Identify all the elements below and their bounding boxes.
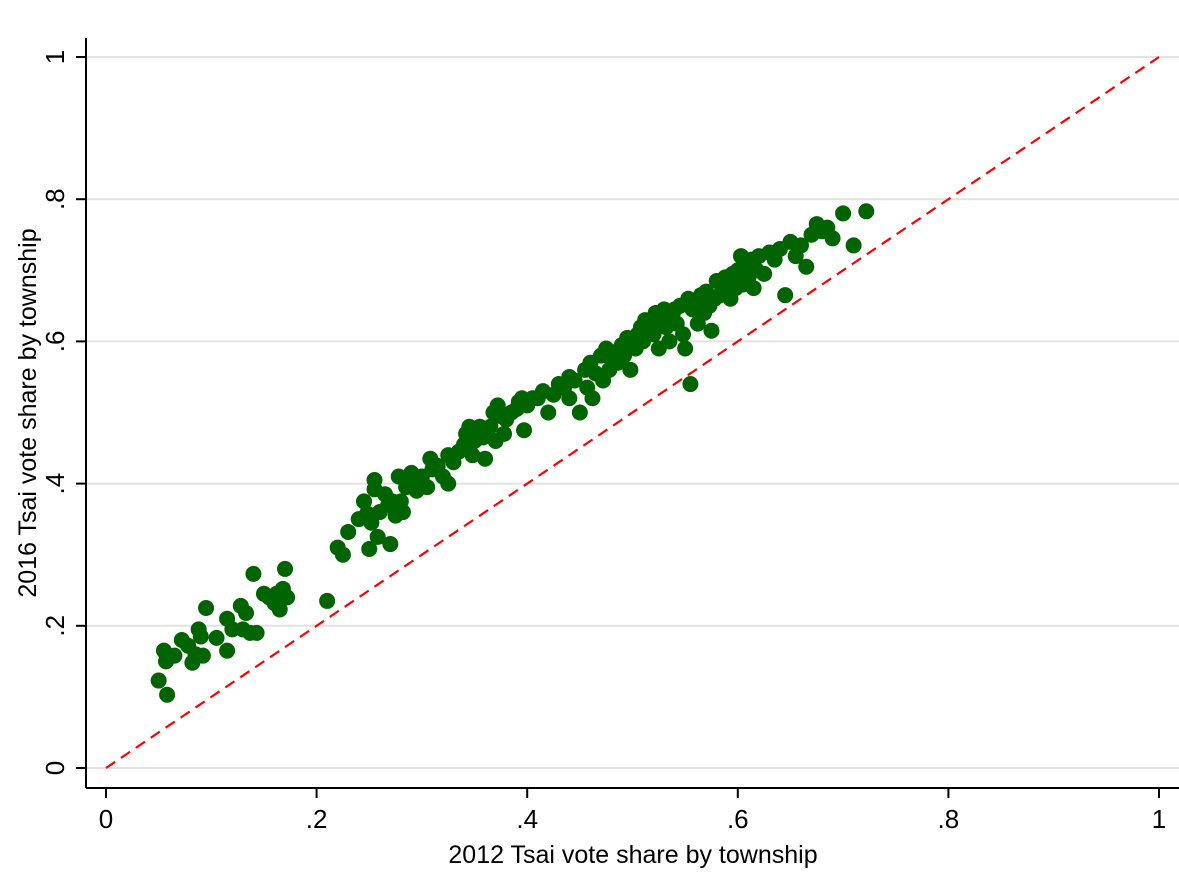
y-tick-label-3: .6 (40, 331, 70, 353)
y-tick-label-1: .2 (40, 615, 70, 637)
data-points (150, 203, 875, 703)
data-point-168 (777, 287, 794, 304)
data-point-19 (238, 605, 255, 622)
data-point-102 (584, 390, 601, 407)
y-axis-title: 2016 Tsai vote share by township (14, 228, 42, 597)
data-point-21 (245, 565, 262, 582)
data-point-114 (622, 361, 639, 378)
data-point-51 (394, 504, 411, 521)
data-point-96 (561, 390, 578, 407)
data-point-180 (858, 203, 875, 220)
data-point-161 (745, 280, 762, 297)
grid-lines (86, 56, 1179, 769)
data-point-97 (566, 372, 583, 389)
data-point-31 (319, 592, 336, 609)
data-point-164 (756, 265, 773, 282)
y-axis-ticks: 0 .2 .4 .6 .8 1 (40, 50, 86, 775)
data-point-4 (166, 647, 183, 664)
data-point-0 (150, 672, 167, 689)
data-point-41 (366, 472, 383, 489)
data-point-172 (798, 258, 815, 275)
data-point-80 (496, 425, 513, 442)
data-point-14 (219, 642, 236, 659)
data-point-63 (440, 475, 457, 492)
x-axis-title: 2012 Tsai vote share by township (448, 841, 817, 869)
data-point-10 (192, 628, 209, 645)
data-point-33 (334, 546, 351, 563)
data-point-34 (340, 523, 357, 540)
data-point-3 (159, 686, 176, 703)
data-point-129 (661, 333, 678, 350)
data-point-145 (703, 322, 720, 339)
data-point-137 (682, 376, 699, 393)
data-point-69 (464, 447, 481, 464)
y-tick-label-5: 1 (40, 50, 70, 64)
x-tick-label-5: 1 (1152, 804, 1166, 834)
reference-line (105, 56, 1160, 769)
data-point-135 (677, 340, 694, 357)
y-tick-label-0: 0 (40, 761, 70, 775)
data-point-134 (675, 326, 692, 343)
data-point-38 (361, 541, 378, 558)
data-point-27 (271, 601, 288, 618)
data-point-179 (845, 237, 862, 254)
x-tick-label-0: 0 (99, 804, 113, 834)
x-tick-label-4: .8 (938, 804, 960, 834)
data-point-36 (355, 493, 372, 510)
data-point-91 (540, 404, 557, 421)
x-tick-label-2: .4 (516, 804, 538, 834)
y-tick-label-2: .4 (40, 473, 70, 495)
data-point-75 (482, 418, 499, 435)
data-point-29 (277, 560, 294, 577)
data-point-13 (208, 629, 225, 646)
data-point-74 (477, 450, 494, 467)
data-point-57 (419, 479, 436, 496)
data-point-86 (516, 422, 533, 439)
data-point-171 (792, 237, 809, 254)
axes (85, 38, 1179, 789)
data-point-12 (198, 600, 215, 617)
x-axis-ticks: 0 .2 .4 .6 .8 1 (99, 788, 1166, 834)
y-tick-label-4: .8 (40, 188, 70, 210)
data-point-177 (824, 230, 841, 247)
x-tick-label-1: .2 (306, 804, 328, 834)
data-point-42 (369, 528, 386, 545)
data-point-98 (571, 404, 588, 421)
x-tick-label-3: .6 (727, 804, 749, 834)
data-point-178 (835, 205, 852, 222)
data-point-30 (279, 589, 296, 606)
data-point-22 (248, 624, 265, 641)
data-point-112 (616, 347, 633, 364)
reference-line-group (105, 56, 1160, 769)
data-point-11 (194, 647, 211, 664)
data-point-46 (382, 536, 399, 553)
